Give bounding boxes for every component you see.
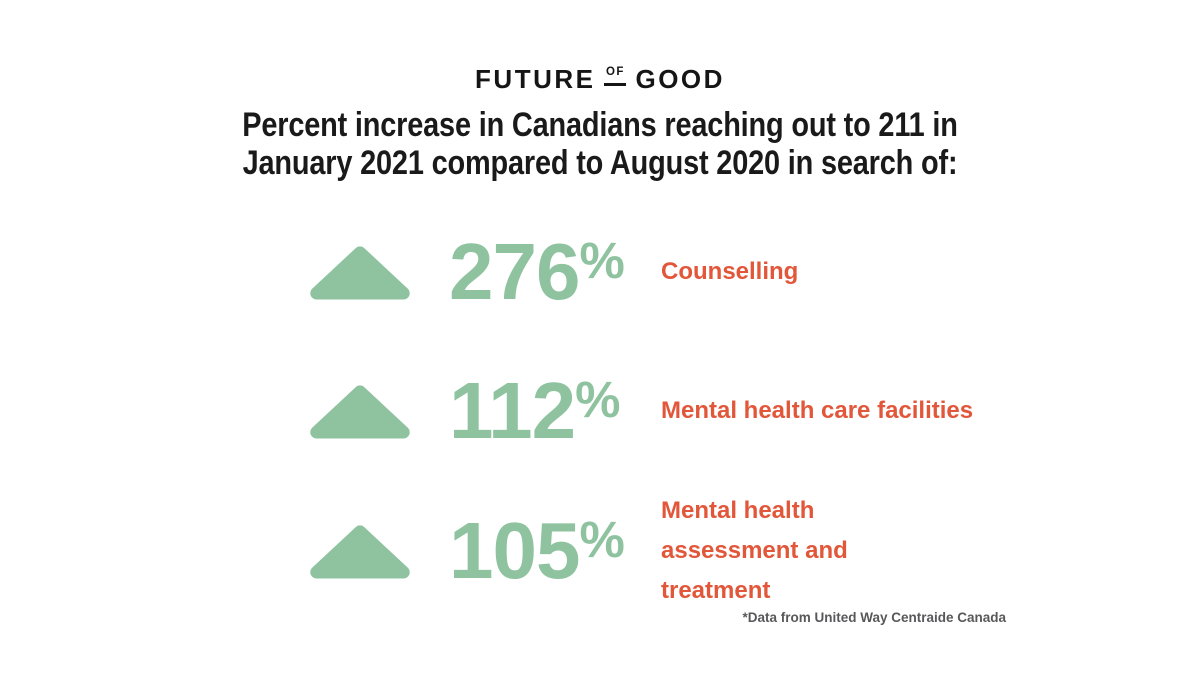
stat-row-care-facilities: 112 % Mental health care facilities [309,363,973,459]
stat-value: 276 % [449,232,645,312]
logo-word-good: GOOD [635,64,725,94]
stat-number: 105 [449,506,580,595]
stat-number: 112 [449,366,576,455]
percent-sign: % [579,511,625,568]
stat-label: Mental health assessment and treatment [661,497,848,604]
increase-arrow-icon [310,385,410,439]
logo-word-of: OF [605,66,625,78]
page-title: Percent increase in Canadians reaching o… [90,106,1110,182]
logo-of-stack: OF [604,66,627,86]
percent-sign: % [579,232,625,289]
increase-arrow-icon [310,246,410,300]
logo-underline [604,82,627,86]
stat-label: Counselling [661,258,799,285]
stat-value: 112 % [449,371,645,451]
stat-label: Mental health care facilities [661,397,974,424]
logo-word-future: FUTURE [475,64,596,94]
stat-row-assessment-treatment: 105 % Mental health assessment and treat… [309,487,891,615]
title-line-1: Percent increase in Canadians reaching o… [242,106,958,144]
data-source-note: *Data from United Way Centraide Canada [742,610,1006,625]
stat-row-counselling: 276 % Counselling [309,224,798,320]
brand-logo: FUTURE OF GOOD [0,66,1200,92]
increase-arrow-icon [310,525,410,579]
title-line-2: January 2021 compared to August 2020 in … [242,144,958,182]
percent-sign: % [575,371,621,428]
stat-value: 105 % [449,511,645,591]
stat-number: 276 [449,227,580,316]
